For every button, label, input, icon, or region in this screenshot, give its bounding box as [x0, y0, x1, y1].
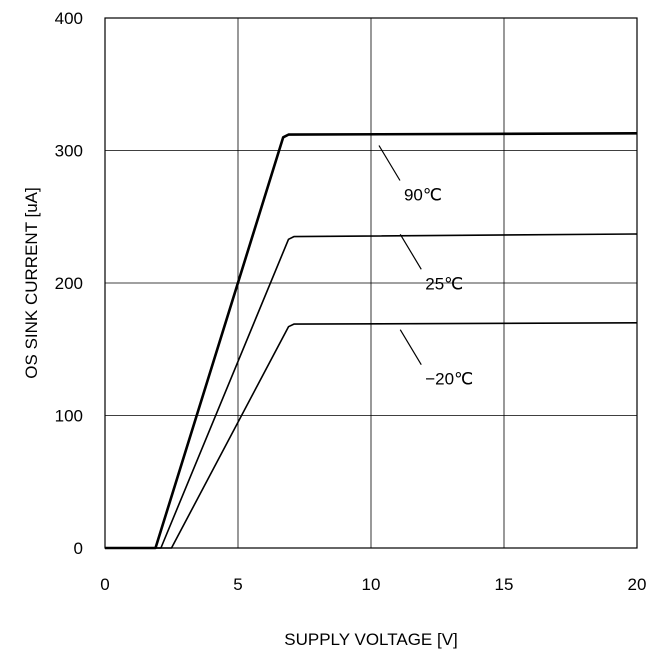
label-leader-line: [378, 145, 401, 181]
y-tick-label: 100: [55, 407, 83, 426]
series-group: [105, 132, 638, 550]
x-tick-labels: 0 5 10 15 20: [100, 575, 646, 594]
x-tick-label: 20: [628, 575, 647, 594]
x-tick-label: 5: [233, 575, 242, 594]
x-tick-label: 10: [362, 575, 381, 594]
label-leader-line: [399, 233, 422, 270]
y-tick-label: 0: [74, 539, 83, 558]
label-leader-line: [399, 329, 422, 365]
series-label: 90℃: [404, 186, 442, 205]
annotations: 90℃ 25℃ −20℃: [378, 145, 473, 389]
y-tick-label: 400: [55, 9, 83, 28]
series-line: [105, 321, 638, 549]
x-tick-label: 0: [100, 575, 109, 594]
plot-frame: [104, 17, 638, 549]
y-tick-labels: 0 100 200 300 400: [55, 9, 83, 558]
y-tick-label: 200: [55, 274, 83, 293]
y-tick-label: 300: [55, 142, 83, 161]
x-tick-label: 15: [495, 575, 514, 594]
series-label: −20℃: [425, 370, 473, 389]
grid: [104, 17, 638, 549]
y-axis-title: OS SINK CURRENT [uA]: [22, 187, 41, 378]
series-label: 25℃: [425, 274, 463, 293]
x-axis-title: SUPPLY VOLTAGE [V]: [284, 630, 458, 649]
